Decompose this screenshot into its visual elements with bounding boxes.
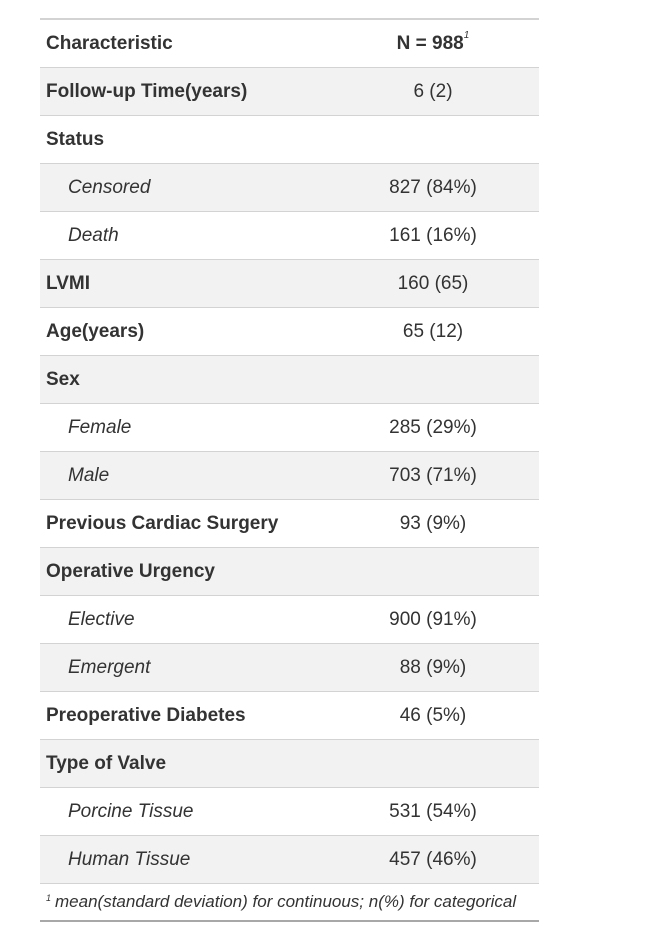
row-label: Preoperative Diabetes [46,704,246,726]
row-label: Status [46,128,105,150]
row-value: 285 (29%) [389,416,477,438]
footnote-text: mean(standard deviation) for continuous;… [55,892,517,911]
table-row: LVMI 160 (65) [40,260,539,308]
row-value: 900 (91%) [389,608,477,630]
table-row: Status [40,116,539,164]
footnote-marker: 1 [46,893,52,903]
header-n: N = 9881 [345,29,539,55]
row-value: 161 (16%) [389,224,477,246]
row-value: 160 (65) [397,272,469,294]
table-header-row: Characteristic N = 9881 [40,20,539,68]
row-label: Operative Urgency [46,560,215,582]
row-value: 827 (84%) [389,176,477,198]
table-row: Male 703 (71%) [40,452,539,500]
row-label: Type of Valve [46,752,167,774]
table-row: Female 285 (29%) [40,404,539,452]
table-row: Follow-up Time(years) 6 (2) [40,68,539,116]
table-row: Age(years) 65 (12) [40,308,539,356]
row-label: Emergent [68,656,151,678]
summary-table: Characteristic N = 9881 Follow-up Time(y… [40,18,539,922]
table-footnote: 1 mean(standard deviation) for continuou… [40,883,539,922]
row-label: Follow-up Time(years) [46,80,248,102]
row-value: 703 (71%) [389,464,477,486]
table-row: Emergent 88 (9%) [40,644,539,692]
row-label: Sex [46,368,80,390]
table-row: Death 161 (16%) [40,212,539,260]
table-row: Sex [40,356,539,404]
header-n-label: N = 988 [396,32,464,54]
table-row: Preoperative Diabetes 46 (5%) [40,692,539,740]
row-value: 93 (9%) [399,512,467,534]
row-value: 65 (12) [402,320,464,342]
row-value: 531 (54%) [389,800,477,822]
row-label: Human Tissue [68,848,191,870]
row-value: 88 (9%) [399,656,467,678]
table-row: Type of Valve [40,740,539,788]
header-characteristic: Characteristic [46,32,173,54]
row-label: Female [68,416,132,438]
row-value: 6 (2) [413,80,453,102]
row-label: Elective [68,608,135,630]
row-label: Censored [68,176,151,198]
row-label: Male [68,464,110,486]
row-label: Previous Cardiac Surgery [46,512,279,534]
table-row: Previous Cardiac Surgery 93 (9%) [40,500,539,548]
row-label: Age(years) [46,320,145,342]
table-row: Human Tissue 457 (46%) [40,836,539,883]
row-label: Porcine Tissue [68,800,194,822]
table-top-rule [40,18,539,20]
table-row: Elective 900 (91%) [40,596,539,644]
row-value: 457 (46%) [389,848,477,870]
header-footnote-marker: 1 [463,29,470,41]
row-label: Death [68,224,119,246]
table-row: Porcine Tissue 531 (54%) [40,788,539,836]
row-label: LVMI [46,272,90,294]
row-value: 46 (5%) [399,704,467,726]
table-row: Censored 827 (84%) [40,164,539,212]
table-row: Operative Urgency [40,548,539,596]
